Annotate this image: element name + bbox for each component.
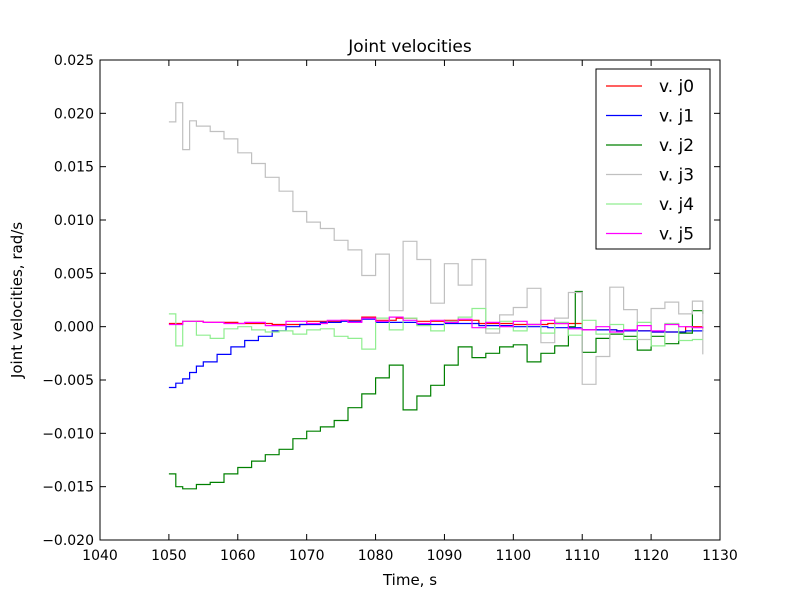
- x-tick-label: 1120: [633, 548, 669, 564]
- legend-label-j3: v. j3: [659, 166, 694, 186]
- legend-label-j1: v. j1: [659, 107, 694, 127]
- chart-title: Joint velocities: [347, 37, 472, 57]
- series-layer: [168, 102, 704, 490]
- x-axis-ticks: 1040 1050 1060 1070 1080 1090 1100 1110 1120 1130: [82, 60, 738, 564]
- legend: v. j0 v. j1 v. j2 v. j3 v. j4 v. j5: [595, 68, 711, 250]
- y-tick-label: 0.015: [54, 160, 94, 176]
- x-axis-label: Time, s: [382, 571, 437, 589]
- legend-label-j4: v. j4: [659, 195, 694, 215]
- y-axis-label: Joint velocities, rad/s: [8, 222, 26, 379]
- legend-label-j5: v. j5: [659, 225, 694, 245]
- x-tick-label: 1130: [702, 548, 738, 564]
- y-tick-label: 0.010: [54, 213, 94, 229]
- y-tick-label: 0.000: [54, 320, 94, 336]
- y-tick-label: −0.010: [42, 426, 94, 442]
- y-tick-label: 0.005: [54, 266, 94, 282]
- series-line-j2: [168, 290, 704, 490]
- x-tick-label: 1070: [289, 548, 325, 564]
- x-tick-label: 1110: [564, 548, 600, 564]
- plot-frame: [99, 59, 721, 541]
- y-axis-ticks: −0.020 −0.015 −0.010 −0.005 0.000 0.005 0.010 0…: [42, 53, 720, 549]
- x-tick-label: 1080: [358, 548, 394, 564]
- y-tick-label: −0.020: [42, 533, 94, 549]
- series-line-j5: [168, 316, 704, 333]
- x-tick-label: 1090: [427, 548, 463, 564]
- x-tick-label: 1100: [496, 548, 532, 564]
- y-tick-label: 0.025: [54, 53, 94, 69]
- legend-label-j2: v. j2: [659, 136, 694, 156]
- x-tick-label: 1060: [220, 548, 256, 564]
- y-tick-label: −0.005: [42, 373, 94, 389]
- legend-box: [595, 68, 711, 250]
- y-tick-label: 0.020: [54, 106, 94, 122]
- y-tick-label: −0.015: [42, 480, 94, 496]
- x-tick-label: 1040: [82, 548, 118, 564]
- series-line-j3: [168, 102, 704, 385]
- x-tick-label: 1050: [151, 548, 187, 564]
- legend-label-j0: v. j0: [659, 77, 694, 97]
